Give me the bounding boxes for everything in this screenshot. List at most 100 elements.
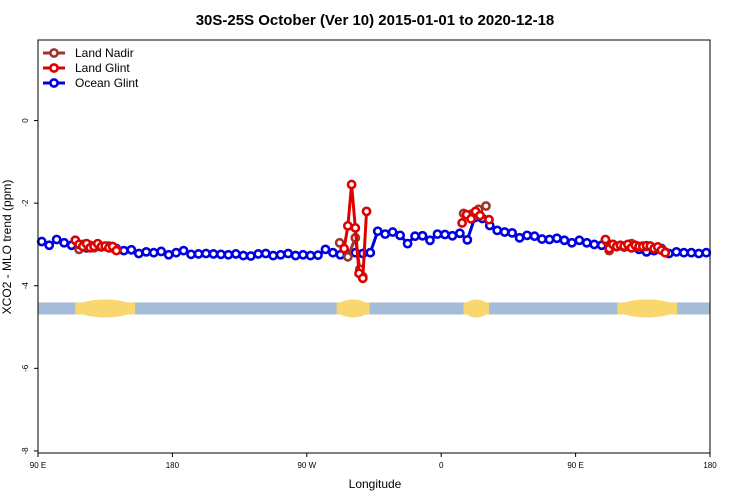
ocean-glint-point — [686, 247, 697, 258]
legend-entry: Land Glint — [43, 61, 130, 75]
ocean-glint-point — [380, 229, 391, 240]
land-glint-point — [342, 220, 353, 231]
land-segment-shape — [463, 299, 489, 318]
ocean-glint-point — [559, 235, 570, 246]
ocean-glint-point — [230, 249, 241, 259]
x-tick-label: 0 — [439, 461, 444, 470]
ocean-glint-point — [245, 251, 256, 261]
land-nadir-point — [342, 251, 353, 262]
ocean-glint-point — [283, 248, 294, 259]
ocean-glint-point — [574, 235, 585, 246]
ocean-glint-point — [454, 228, 465, 239]
ocean-glint-point — [290, 250, 301, 261]
ocean-glint-point — [447, 230, 458, 241]
land-glint-point — [600, 234, 611, 245]
ocean-glint-point — [223, 249, 234, 260]
y-tick-label: -4 — [21, 282, 30, 290]
ocean-glint-point — [186, 249, 196, 260]
ocean-glint-point — [201, 248, 211, 259]
legend-entry: Ocean Glint — [43, 76, 139, 90]
ocean-glint-point — [216, 249, 226, 260]
ocean-glint-point — [537, 234, 547, 244]
x-tick-label: 180 — [703, 461, 717, 470]
land-glint-segment — [339, 179, 372, 284]
ocean-glint-point — [133, 248, 144, 259]
ocean-glint-point — [126, 244, 137, 255]
land-glint-segment — [600, 234, 671, 258]
ocean-glint-point — [402, 238, 413, 249]
ocean-glint-point — [678, 247, 689, 258]
ocean-glint-point — [208, 249, 219, 259]
ocean-glint-point — [36, 236, 47, 247]
land-glint-point — [466, 213, 476, 224]
ocean-glint-point — [193, 249, 204, 259]
land-glint-segment — [457, 206, 494, 228]
ocean-glint-point — [44, 240, 55, 251]
land-glint-segment — [70, 235, 122, 256]
ocean-glint-point — [328, 247, 338, 258]
ocean-glint-point — [432, 229, 443, 240]
ocean-glint-point — [141, 246, 152, 257]
ocean-glint-point — [529, 231, 540, 242]
ocean-glint-point — [507, 227, 518, 238]
y-axis-label: XCO2 - MLO trend (ppm) — [0, 180, 14, 315]
ocean-glint-point — [671, 246, 682, 257]
ocean-glint-point — [148, 247, 159, 258]
y-axis: 0 -2 -4 -6 -8 — [21, 118, 38, 454]
land-nadir-point — [481, 201, 491, 211]
series-layer — [36, 179, 712, 284]
ocean-glint-point — [417, 230, 428, 241]
ocean-band — [38, 302, 710, 315]
land-glint-point — [346, 179, 357, 190]
land-segment-shape — [336, 299, 370, 318]
x-tick-label: 90 E — [30, 461, 46, 470]
land-glint-point — [475, 210, 485, 221]
ocean-glint-point — [566, 237, 577, 248]
ocean-glint-point — [51, 234, 62, 245]
ocean-glint-point — [156, 246, 167, 257]
ocean-glint-point — [275, 249, 286, 260]
ocean-glint-point — [178, 245, 189, 256]
ocean-glint-point — [410, 231, 420, 242]
land-glint-point — [357, 273, 368, 284]
ocean-glint-point — [693, 248, 704, 259]
legend-marker — [49, 63, 59, 73]
chart-title: 30S-25S October (Ver 10) 2015-01-01 to 2… — [196, 12, 555, 29]
ocean-glint-point — [462, 234, 473, 245]
ocean-glint-point — [395, 230, 406, 241]
y-tick-label: -2 — [21, 199, 30, 207]
land-segment-shape — [617, 299, 678, 318]
ocean-glint-point — [320, 244, 331, 255]
ocean-glint-point — [171, 247, 182, 258]
ocean-glint-point — [544, 234, 555, 245]
ocean-glint-point — [581, 237, 592, 248]
land-glint-point — [361, 206, 372, 217]
ocean-glint-point — [492, 225, 503, 236]
x-tick-label: 90 W — [297, 461, 316, 470]
legend-label: Land Glint — [75, 61, 130, 75]
ocean-glint-point — [305, 250, 316, 261]
x-tick-label: 180 — [166, 461, 180, 470]
land-glint-point — [350, 223, 361, 233]
ocean-glint-point — [298, 249, 308, 260]
legend-label: Ocean Glint — [75, 76, 139, 90]
legend-label: Land Nadir — [75, 46, 134, 60]
x-tick-label: 90 E — [567, 461, 583, 470]
land-glint-point — [660, 247, 671, 258]
ocean-glint-point — [59, 237, 70, 248]
land-glint-point — [111, 245, 122, 256]
ocean-glint-point — [118, 245, 129, 256]
land-glint-point — [457, 218, 468, 228]
legend-marker — [49, 78, 59, 88]
ocean-glint-point — [253, 249, 264, 259]
land-ocean-band — [38, 299, 710, 318]
y-tick-label: -6 — [21, 364, 30, 372]
land-glint-point — [484, 214, 494, 225]
ocean-glint-point — [268, 250, 279, 261]
ocean-glint-point — [260, 248, 271, 259]
ocean-glint-point — [440, 229, 450, 240]
ocean-glint-point — [313, 250, 323, 261]
ocean-glint-point — [589, 239, 600, 250]
